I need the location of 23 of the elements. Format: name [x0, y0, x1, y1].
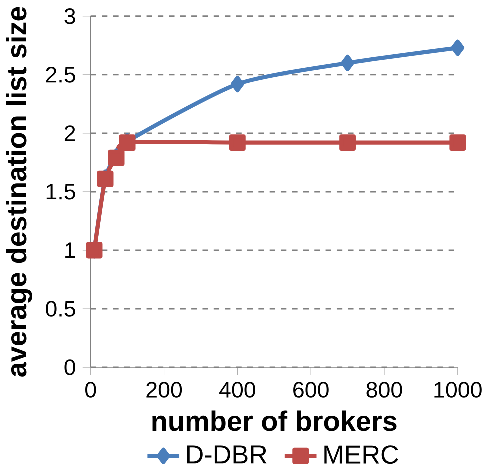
x-tick-label: 0	[86, 382, 96, 398]
legend-label: MERC	[324, 446, 398, 464]
x-axis-title: number of brokers	[152, 410, 397, 432]
y-tick-label: 1	[66, 242, 76, 258]
y-tick-label: 2.5	[46, 66, 76, 83]
y-tick-label: 0	[64, 360, 76, 376]
legend-label: D-DBR	[187, 446, 267, 464]
y-tick-label: 0.5	[46, 301, 76, 317]
point	[231, 76, 244, 92]
y-tick-label: 3	[64, 8, 76, 24]
point	[451, 40, 465, 56]
y-axis-title: average destination list size	[6, 7, 32, 377]
point	[450, 134, 466, 151]
y-tick-label: 1.5	[46, 184, 76, 200]
y-tick-label: 2	[64, 126, 76, 142]
x-tick-label: 1000	[434, 382, 482, 398]
x-tick-label: 200	[146, 382, 182, 398]
point	[340, 134, 356, 151]
x-tick-label: 400	[220, 382, 256, 398]
point	[341, 54, 354, 72]
x-tick-label: 800	[366, 382, 402, 398]
point	[229, 134, 246, 151]
x-tick-label: 600	[294, 382, 329, 398]
